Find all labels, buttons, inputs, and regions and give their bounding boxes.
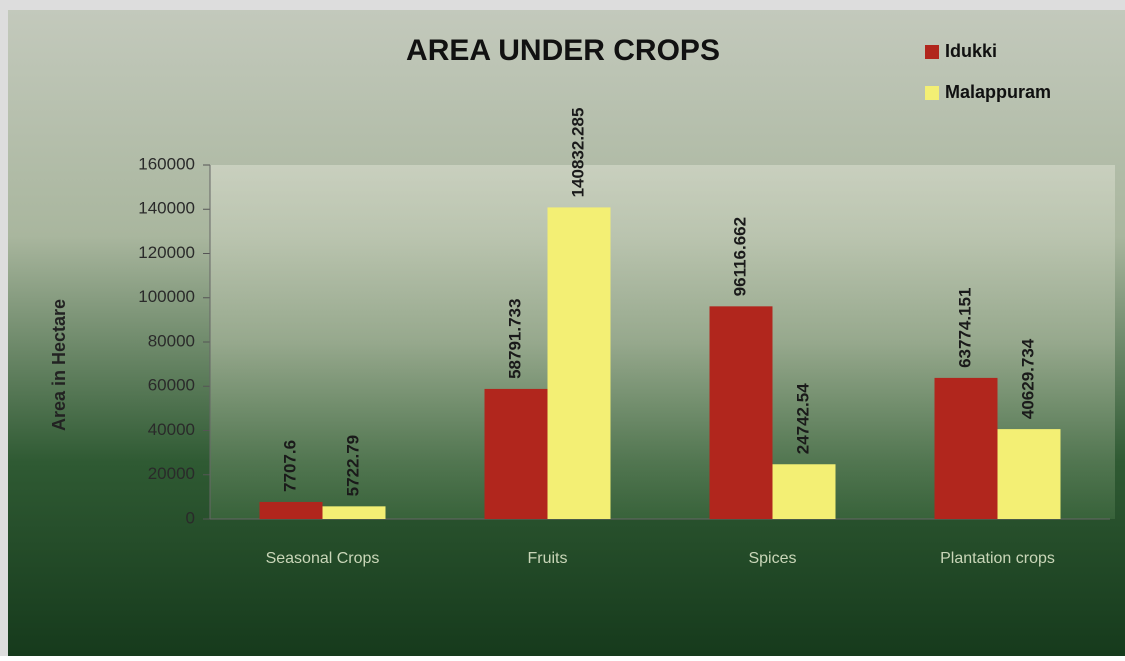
bar — [997, 429, 1061, 519]
legend-label: Malappuram — [945, 82, 1051, 102]
legend-swatch — [925, 45, 939, 59]
y-axis-label: Area in Hectare — [49, 299, 69, 431]
y-tick-label: 140000 — [138, 199, 195, 218]
data-label: 5722.79 — [343, 435, 362, 496]
bar — [934, 377, 998, 519]
x-tick-label: Plantation crops — [940, 550, 1055, 567]
y-tick-label: 100000 — [138, 287, 195, 306]
bar — [772, 464, 836, 519]
y-tick-label: 80000 — [148, 331, 195, 350]
y-tick-label: 20000 — [148, 464, 195, 483]
x-tick-label: Seasonal Crops — [266, 550, 380, 567]
x-tick-label: Spices — [748, 550, 796, 567]
data-label: 40629.734 — [1018, 338, 1037, 419]
data-label: 24742.54 — [793, 383, 812, 454]
bar — [259, 501, 323, 519]
y-tick-label: 0 — [186, 508, 195, 527]
data-label: 63774.151 — [955, 288, 974, 368]
x-tick-label: Fruits — [528, 550, 568, 567]
data-label: 58791.733 — [505, 299, 524, 379]
y-tick-label: 120000 — [138, 243, 195, 262]
legend-swatch — [925, 86, 939, 100]
y-tick-label: 60000 — [148, 376, 195, 395]
y-tick-label: 160000 — [138, 154, 195, 173]
bar — [547, 207, 611, 519]
data-label: 7707.6 — [280, 440, 299, 492]
bar — [322, 506, 386, 519]
chart-title: AREA UNDER CROPS — [406, 34, 720, 67]
legend-label: Idukki — [945, 41, 997, 61]
bar — [709, 306, 773, 519]
data-label: 96116.662 — [730, 217, 749, 296]
bar — [484, 388, 548, 519]
data-label: 140832.285 — [568, 108, 587, 198]
y-tick-label: 40000 — [148, 420, 195, 439]
